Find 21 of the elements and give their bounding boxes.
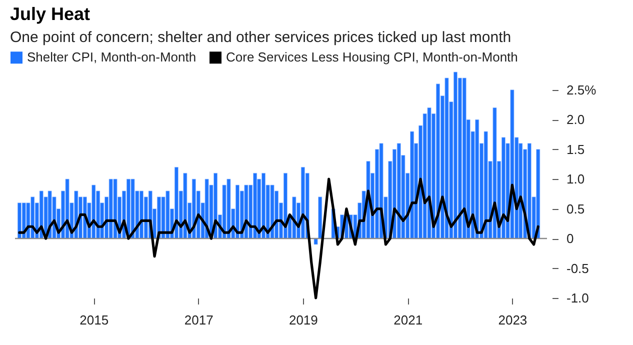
y-tick-label: 0.5	[566, 201, 585, 216]
x-tick-label: 2015	[80, 312, 109, 328]
y-tick-label: -1.0	[566, 290, 589, 306]
x-tick-label: 2019	[288, 312, 318, 328]
bar	[314, 238, 318, 245]
line-series	[18, 178, 540, 300]
x-tick-label: 2021	[394, 312, 423, 328]
legend-label: Core Services Less Housing CPI, Month-on-Month	[226, 50, 518, 65]
chart-title: July Heat	[10, 4, 90, 24]
y-tick-label: 2.0	[566, 112, 585, 128]
legend-label: Shelter CPI, Month-on-Month	[27, 50, 196, 65]
x-tick-label: 2017	[184, 312, 214, 328]
chart-subtitle: One point of concern; shelter and other services prices ticked up last month	[10, 29, 512, 46]
y-tick-label: -0.5	[566, 260, 589, 276]
bar	[462, 78, 466, 239]
y-tick-label: 1.0	[566, 172, 585, 187]
x-tick-label: 2023	[498, 312, 528, 328]
bar	[318, 196, 322, 239]
y-tick-label: 0	[566, 231, 574, 246]
y-tick-label: 1.5	[566, 142, 585, 157]
y-tick-label: 2.5%	[566, 82, 597, 98]
